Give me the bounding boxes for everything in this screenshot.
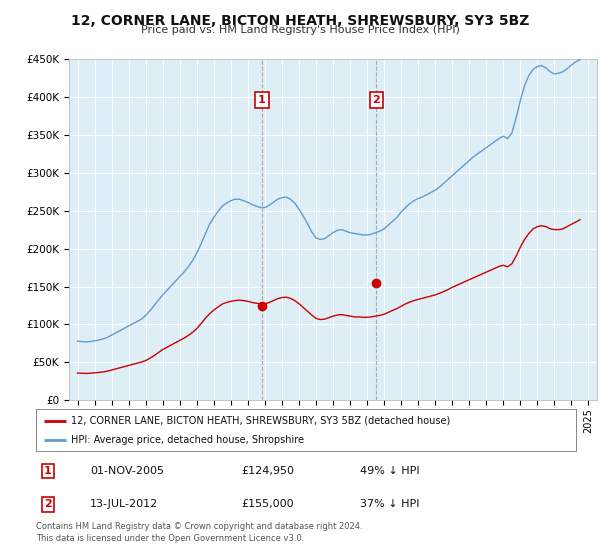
Text: £155,000: £155,000: [241, 499, 294, 509]
Text: 37% ↓ HPI: 37% ↓ HPI: [360, 499, 419, 509]
Text: Contains HM Land Registry data © Crown copyright and database right 2024.
This d: Contains HM Land Registry data © Crown c…: [36, 522, 362, 543]
Text: 12, CORNER LANE, BICTON HEATH, SHREWSBURY, SY3 5BZ (detached house): 12, CORNER LANE, BICTON HEATH, SHREWSBUR…: [71, 416, 451, 426]
Text: £124,950: £124,950: [241, 466, 294, 476]
Text: 1: 1: [44, 466, 52, 476]
Text: HPI: Average price, detached house, Shropshire: HPI: Average price, detached house, Shro…: [71, 435, 304, 445]
Text: 2: 2: [44, 499, 52, 509]
Text: Price paid vs. HM Land Registry's House Price Index (HPI): Price paid vs. HM Land Registry's House …: [140, 25, 460, 35]
Text: 1: 1: [258, 95, 266, 105]
Text: 13-JUL-2012: 13-JUL-2012: [90, 499, 158, 509]
Text: 2: 2: [373, 95, 380, 105]
Text: 01-NOV-2005: 01-NOV-2005: [90, 466, 164, 476]
Text: 12, CORNER LANE, BICTON HEATH, SHREWSBURY, SY3 5BZ: 12, CORNER LANE, BICTON HEATH, SHREWSBUR…: [71, 14, 529, 28]
Text: 49% ↓ HPI: 49% ↓ HPI: [360, 466, 419, 476]
